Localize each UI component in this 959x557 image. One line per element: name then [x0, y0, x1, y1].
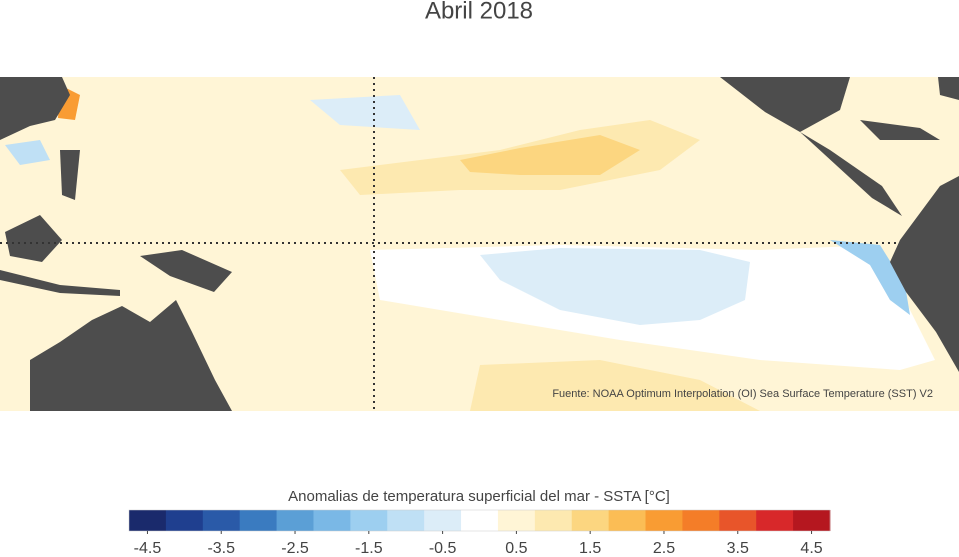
- map: Fuente: NOAA Optimum Interpolation (OI) …: [0, 77, 959, 411]
- cool-coast: [830, 240, 910, 315]
- colorbar-tick-label: -4.5: [134, 540, 162, 557]
- colorbar-tick-label: -1.5: [355, 540, 383, 557]
- colorbar-bin: [534, 510, 573, 531]
- colorbar-bin: [497, 510, 536, 531]
- cool-spot: [5, 140, 50, 165]
- land: [0, 77, 959, 411]
- cool-area: [480, 248, 750, 325]
- source: Fuente: NOAA Optimum Interpolation (OI) …: [552, 388, 933, 400]
- colorbar: -4.5 -3.5 -2.5 -1.5 -0.5 0.5 1.5 2.5 3.5 4.5: [128, 509, 831, 557]
- colorbar-tick-label: 1.5: [579, 540, 601, 557]
- colorbar-frame: [128, 509, 831, 532]
- colorbar-bin: [682, 510, 720, 531]
- colorbar-bin: [571, 510, 610, 531]
- colorbar-bin: [202, 510, 241, 531]
- colorbar-tick-label: 3.5: [727, 540, 749, 557]
- title: Abril 2018: [425, 0, 533, 24]
- colorbar-label: Anomalias de temperatura superficial del…: [288, 488, 670, 505]
- colorbar-tick-label: -3.5: [207, 540, 235, 557]
- colorbar-tick-label: 2.5: [653, 540, 675, 557]
- colorbar-bin: [276, 510, 314, 531]
- colorbar-tick-label: -2.5: [281, 540, 309, 557]
- colorbar-bin: [165, 510, 204, 531]
- colorbar-bin: [424, 510, 462, 531]
- colorbar-tick-label: 4.5: [800, 540, 822, 557]
- colorbar-bin: [129, 510, 167, 531]
- colorbar-bin: [350, 510, 388, 531]
- colorbar-bin: [608, 510, 647, 531]
- colorbar-bin: [313, 510, 351, 531]
- colorbar-bin: [461, 510, 499, 531]
- colorbar-bin: [719, 510, 757, 531]
- colorbar-tick-label: -0.5: [429, 540, 457, 557]
- colorbar-bin: [756, 510, 794, 531]
- colorbar-bin: [239, 510, 278, 531]
- cool-north: [310, 95, 420, 130]
- colorbar-bin: [387, 510, 425, 531]
- colorbar-bin: [645, 510, 683, 531]
- colorbar-bin: [793, 510, 831, 531]
- colorbar-tick-label: 0.5: [505, 540, 527, 557]
- warm-core: [460, 135, 640, 175]
- warm-south: [470, 360, 760, 411]
